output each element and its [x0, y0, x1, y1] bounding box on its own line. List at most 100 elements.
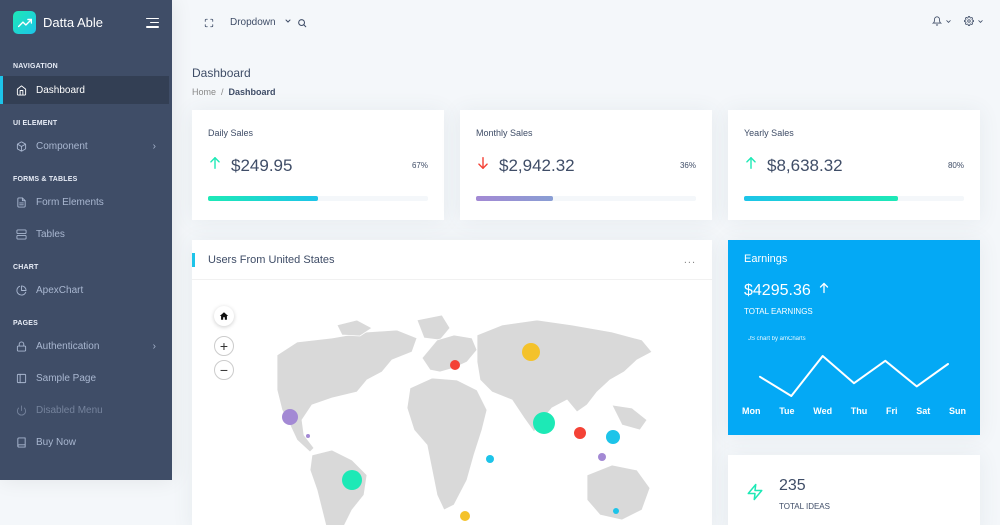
map-marker[interactable] [342, 470, 362, 490]
book-icon [15, 436, 27, 448]
home-icon [15, 84, 27, 96]
nav-caption-pages: PAGES [0, 320, 172, 327]
map-title: Users From United States [208, 254, 335, 266]
minus-icon: − [220, 362, 228, 378]
sidebar: Datta Able NAVIGATION Dashboard UI ELEME… [0, 0, 172, 480]
earnings-title: Earnings [744, 253, 787, 265]
day-label: Sat [916, 406, 930, 416]
breadcrumb: Home / Dashboard [192, 87, 276, 97]
menu-toggle-icon[interactable] [146, 18, 159, 28]
notifications-button[interactable] [932, 16, 952, 29]
earnings-series-line [760, 356, 948, 396]
sidebar-item-label: ApexChart [36, 285, 83, 296]
sidebar-item-disabled-menu: Disabled Menu [0, 396, 172, 424]
breadcrumb-current: Dashboard [229, 87, 276, 97]
map-marker[interactable] [613, 508, 619, 514]
monthly-sales-card: Monthly Sales $2,942.32 36% [460, 110, 712, 220]
map-marker[interactable] [522, 343, 540, 361]
map-marker[interactable] [533, 412, 555, 434]
power-icon [15, 404, 27, 416]
map-marker[interactable] [486, 455, 494, 463]
arrow-down-icon [476, 155, 490, 176]
sidebar-item-sample-page[interactable]: Sample Page [0, 364, 172, 392]
sidebar-icon [15, 372, 27, 384]
sidebar-item-label: Disabled Menu [36, 405, 103, 416]
progress-track [208, 196, 428, 201]
stat-value: $249.95 [231, 156, 292, 176]
breadcrumb-separator: / [221, 87, 224, 97]
stat-percent: 80% [948, 161, 964, 170]
brand-logo-icon[interactable] [13, 11, 36, 34]
arrow-up-icon [208, 155, 222, 176]
daily-sales-card: Daily Sales $249.95 67% [192, 110, 444, 220]
map-marker[interactable] [450, 360, 460, 370]
sidebar-item-label: Authentication [36, 341, 99, 352]
sidebar-item-dashboard[interactable]: Dashboard [0, 76, 169, 104]
arrow-up-icon [744, 155, 758, 176]
map-marker[interactable] [606, 430, 620, 444]
day-label: Thu [851, 406, 868, 416]
day-label: Tue [779, 406, 794, 416]
stat-label: Monthly Sales [476, 128, 533, 138]
stat-label: Yearly Sales [744, 128, 794, 138]
plus-icon: + [220, 338, 228, 354]
day-label: Wed [813, 406, 832, 416]
page-title: Dashboard [192, 66, 251, 80]
chevron-down-icon [945, 17, 952, 28]
earnings-subtitle: TOTAL EARNINGS [744, 307, 813, 316]
arrow-up-icon [818, 281, 830, 300]
search-icon[interactable] [297, 18, 307, 28]
sidebar-item-label: Buy Now [36, 437, 76, 448]
header-dropdown-label: Dropdown [230, 17, 276, 28]
top-header: Dropdown [172, 0, 1000, 45]
sidebar-item-authentication[interactable]: Authentication › [0, 332, 172, 360]
sidebar-item-label: Form Elements [36, 197, 104, 208]
sidebar-item-tables[interactable]: Tables [0, 220, 172, 248]
chevron-right-icon: › [153, 141, 156, 152]
fullscreen-icon[interactable] [204, 18, 214, 28]
sidebar-item-label: Dashboard [36, 85, 85, 96]
sidebar-item-label: Component [36, 141, 88, 152]
map-zoom-out-button[interactable]: − [214, 360, 234, 380]
progress-track [476, 196, 696, 201]
sidebar-item-component[interactable]: Component › [0, 132, 172, 160]
stat-value: $2,942.32 [499, 156, 575, 176]
more-options-icon[interactable]: ... [684, 254, 696, 266]
map-marker[interactable] [574, 427, 586, 439]
map-marker[interactable] [460, 511, 470, 521]
sidebar-item-buy-now[interactable]: Buy Now [0, 428, 172, 456]
earnings-card: Earnings $4295.36 TOTAL EARNINGS JS char… [728, 240, 980, 435]
map-marker[interactable] [598, 453, 606, 461]
world-map[interactable] [192, 280, 712, 525]
gear-icon [964, 16, 974, 29]
earnings-value: $4295.36 [744, 282, 811, 300]
settings-button[interactable] [964, 16, 984, 29]
nav-caption-ui-element: UI ELEMENT [0, 120, 172, 127]
chevron-down-icon [977, 17, 984, 28]
nav-caption-forms-tables: FORMS & TABLES [0, 176, 172, 183]
sidebar-item-apexchart[interactable]: ApexChart [0, 276, 172, 304]
map-marker[interactable] [306, 434, 310, 438]
progress-fill [208, 196, 318, 201]
map-marker[interactable] [282, 409, 298, 425]
progress-fill [476, 196, 553, 201]
file-text-icon [15, 196, 27, 208]
total-ideas-card: 235 TOTAL IDEAS [728, 455, 980, 525]
ideas-label: TOTAL IDEAS [779, 502, 830, 511]
pie-chart-icon [15, 284, 27, 296]
brand-name: Datta Able [43, 15, 103, 30]
stat-label: Daily Sales [208, 128, 253, 138]
sidebar-item-form-elements[interactable]: Form Elements [0, 188, 172, 216]
day-labels: Mon Tue Wed Thu Fri Sat Sun [742, 406, 966, 416]
chart-credit[interactable]: JS chart by amCharts [748, 336, 806, 342]
map-home-button[interactable] [214, 306, 234, 326]
map-card-header: Users From United States ... [192, 240, 712, 280]
box-icon [15, 140, 27, 152]
day-label: Mon [742, 406, 761, 416]
home-icon [219, 311, 229, 321]
nav-caption-chart: CHART [0, 264, 172, 271]
map-zoom-in-button[interactable]: + [214, 336, 234, 356]
earnings-line-chart[interactable] [728, 348, 980, 408]
header-dropdown[interactable]: Dropdown [230, 17, 292, 28]
breadcrumb-home[interactable]: Home [192, 87, 216, 97]
